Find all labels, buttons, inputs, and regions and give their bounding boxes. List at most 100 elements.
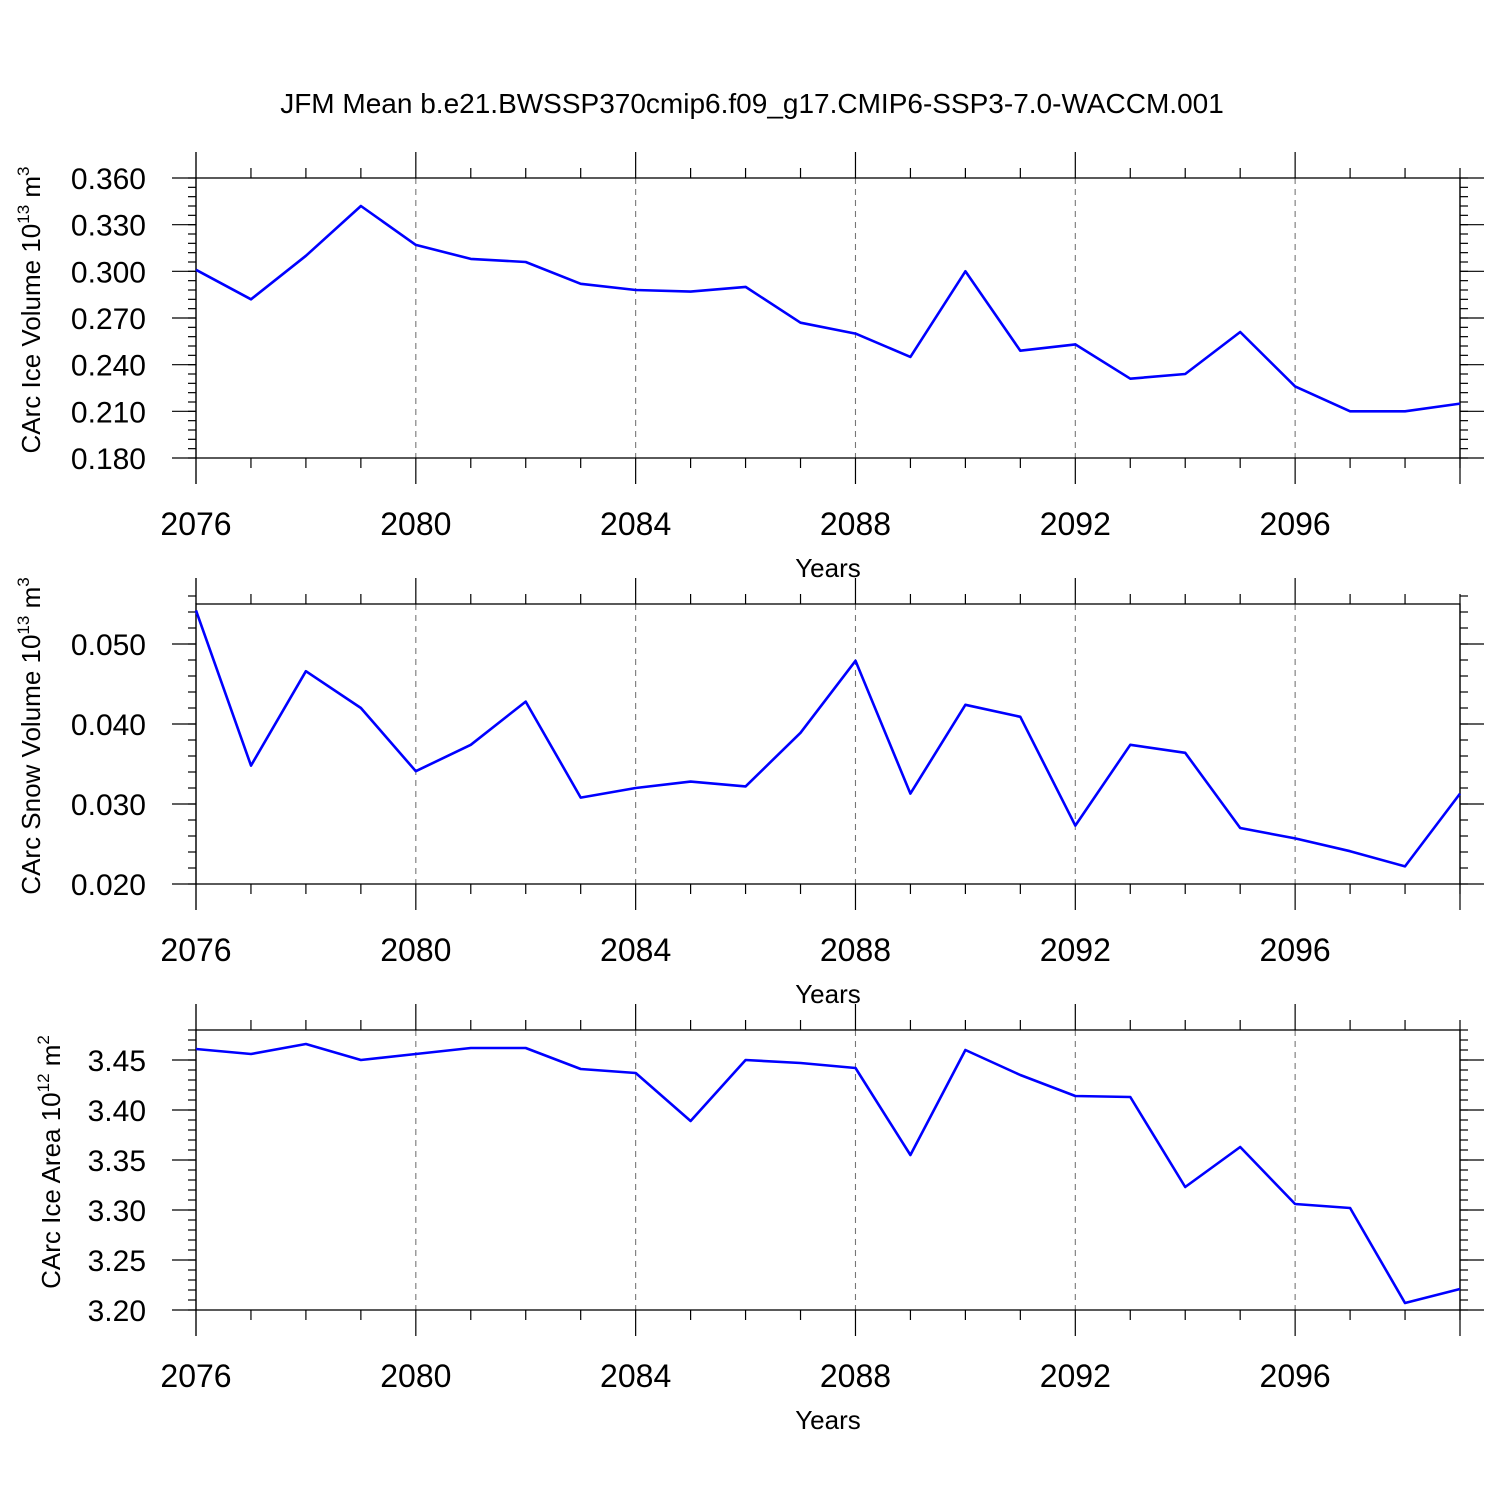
y-axis-title: CArc Ice Volume 1013 m3	[14, 166, 46, 453]
series-line	[195, 1042, 1461, 1305]
x-tick-label: 2076	[160, 932, 231, 968]
data-point	[1458, 1287, 1462, 1291]
data-point	[1293, 836, 1297, 840]
data-point	[1293, 1202, 1297, 1206]
x-tick-label: 2088	[820, 932, 891, 968]
y-axis-title-unit: m	[16, 176, 46, 205]
data-point	[1458, 792, 1462, 796]
x-tick-label: 2088	[820, 506, 891, 542]
data-point	[963, 1048, 967, 1052]
x-tick-label: 2076	[160, 1358, 231, 1394]
data-point	[1403, 409, 1407, 413]
data-point	[524, 700, 528, 704]
y-tick-label: 0.210	[71, 396, 146, 429]
data-point	[744, 1058, 748, 1062]
data-point	[853, 1066, 857, 1070]
x-tick-label: 2084	[600, 932, 671, 968]
y-tick-label: 3.30	[88, 1195, 146, 1228]
data-point	[1403, 1301, 1407, 1305]
data-point	[359, 1058, 363, 1062]
x-tick-label: 2080	[380, 506, 451, 542]
data-point	[853, 659, 857, 663]
data-point	[1238, 1145, 1242, 1149]
data-point	[1073, 342, 1077, 346]
x-tick-label: 2084	[600, 1358, 671, 1394]
panel-1: 0.180 0.210 0.240 0.270 0.300 0.330 0.360 2076 2…	[14, 152, 1484, 583]
data-point	[1348, 1206, 1352, 1210]
y-tick-label: 3.25	[88, 1245, 146, 1278]
x-tick-label: 2096	[1260, 506, 1331, 542]
data-point	[799, 321, 803, 325]
x-tick-label: 2096	[1260, 1358, 1331, 1394]
y-axis-title-exponent: 12	[34, 1073, 53, 1092]
data-point	[744, 285, 748, 289]
data-point	[304, 1042, 308, 1046]
data-point	[304, 669, 308, 673]
y-axis-title-main: CArc Ice Volume 10	[16, 224, 46, 454]
y-tick-label: 3.35	[88, 1145, 146, 1178]
data-point	[469, 743, 473, 747]
data-point	[579, 282, 583, 286]
data-point	[194, 1047, 198, 1051]
data-point	[524, 260, 528, 264]
data-point	[414, 1052, 418, 1056]
data-point	[359, 706, 363, 710]
y-tick-label: 3.40	[88, 1095, 146, 1128]
x-axis-title: Years	[795, 1405, 861, 1435]
y-tick-label: 0.270	[71, 303, 146, 336]
data-point	[634, 1071, 638, 1075]
data-point	[249, 297, 253, 301]
data-point	[579, 796, 583, 800]
series-line	[194, 609, 1462, 868]
y-axis-title-main: CArc Ice Area 10	[36, 1092, 66, 1289]
data-point	[524, 1046, 528, 1050]
y-axis-title: CArc Snow Volume 1013 m3	[14, 577, 46, 894]
data-point	[1348, 849, 1352, 853]
data-point	[1073, 824, 1077, 828]
data-point	[414, 769, 418, 773]
data-point	[963, 269, 967, 273]
data-point	[799, 1061, 803, 1065]
panel-3: 3.20 3.25 3.30 3.35 3.40 3.45 2076 2080 2084 2088…	[34, 1004, 1484, 1435]
y-tick-label: 3.20	[88, 1295, 146, 1328]
data-point	[1018, 1073, 1022, 1077]
data-point	[744, 784, 748, 788]
y-axis-title-main: CArc Snow Volume 10	[16, 635, 46, 895]
data-point	[689, 780, 693, 784]
data-point	[249, 1052, 253, 1056]
data-point	[469, 257, 473, 261]
data-point	[1018, 715, 1022, 719]
data-point	[194, 268, 198, 272]
y-tick-label: 0.240	[71, 350, 146, 383]
data-point	[1403, 864, 1407, 868]
x-axis-title: Years	[795, 979, 861, 1009]
data-point	[1293, 384, 1297, 388]
data-point	[1238, 826, 1242, 830]
y-axis-title-unit-exponent: 2	[34, 1035, 53, 1044]
figure-title: JFM Mean b.e21.BWSSP370cmip6.f09_g17.CMI…	[280, 88, 1224, 119]
data-point	[579, 1067, 583, 1071]
y-axis-title-unit-exponent: 3	[14, 577, 33, 586]
data-point	[689, 1119, 693, 1123]
data-point	[1183, 372, 1187, 376]
x-axis-title: Years	[795, 553, 861, 583]
x-tick-label: 2076	[160, 506, 231, 542]
data-point	[1348, 409, 1352, 413]
y-axis-title-unit-exponent: 3	[14, 166, 33, 175]
y-tick-label: 0.180	[71, 443, 146, 476]
data-point	[1073, 1094, 1077, 1098]
plot-frame	[195, 603, 1461, 885]
plot-frame	[195, 177, 1461, 459]
data-point	[194, 608, 198, 612]
y-tick-label: 3.45	[88, 1045, 146, 1078]
data-point	[1238, 330, 1242, 334]
plot-frame	[195, 1029, 1461, 1311]
data-point	[1018, 349, 1022, 353]
data-point	[359, 204, 363, 208]
data-point	[634, 786, 638, 790]
data-point	[414, 243, 418, 247]
x-tick-label: 2080	[380, 932, 451, 968]
y-tick-label: 0.020	[71, 869, 146, 902]
y-tick-label: 0.330	[71, 210, 146, 243]
